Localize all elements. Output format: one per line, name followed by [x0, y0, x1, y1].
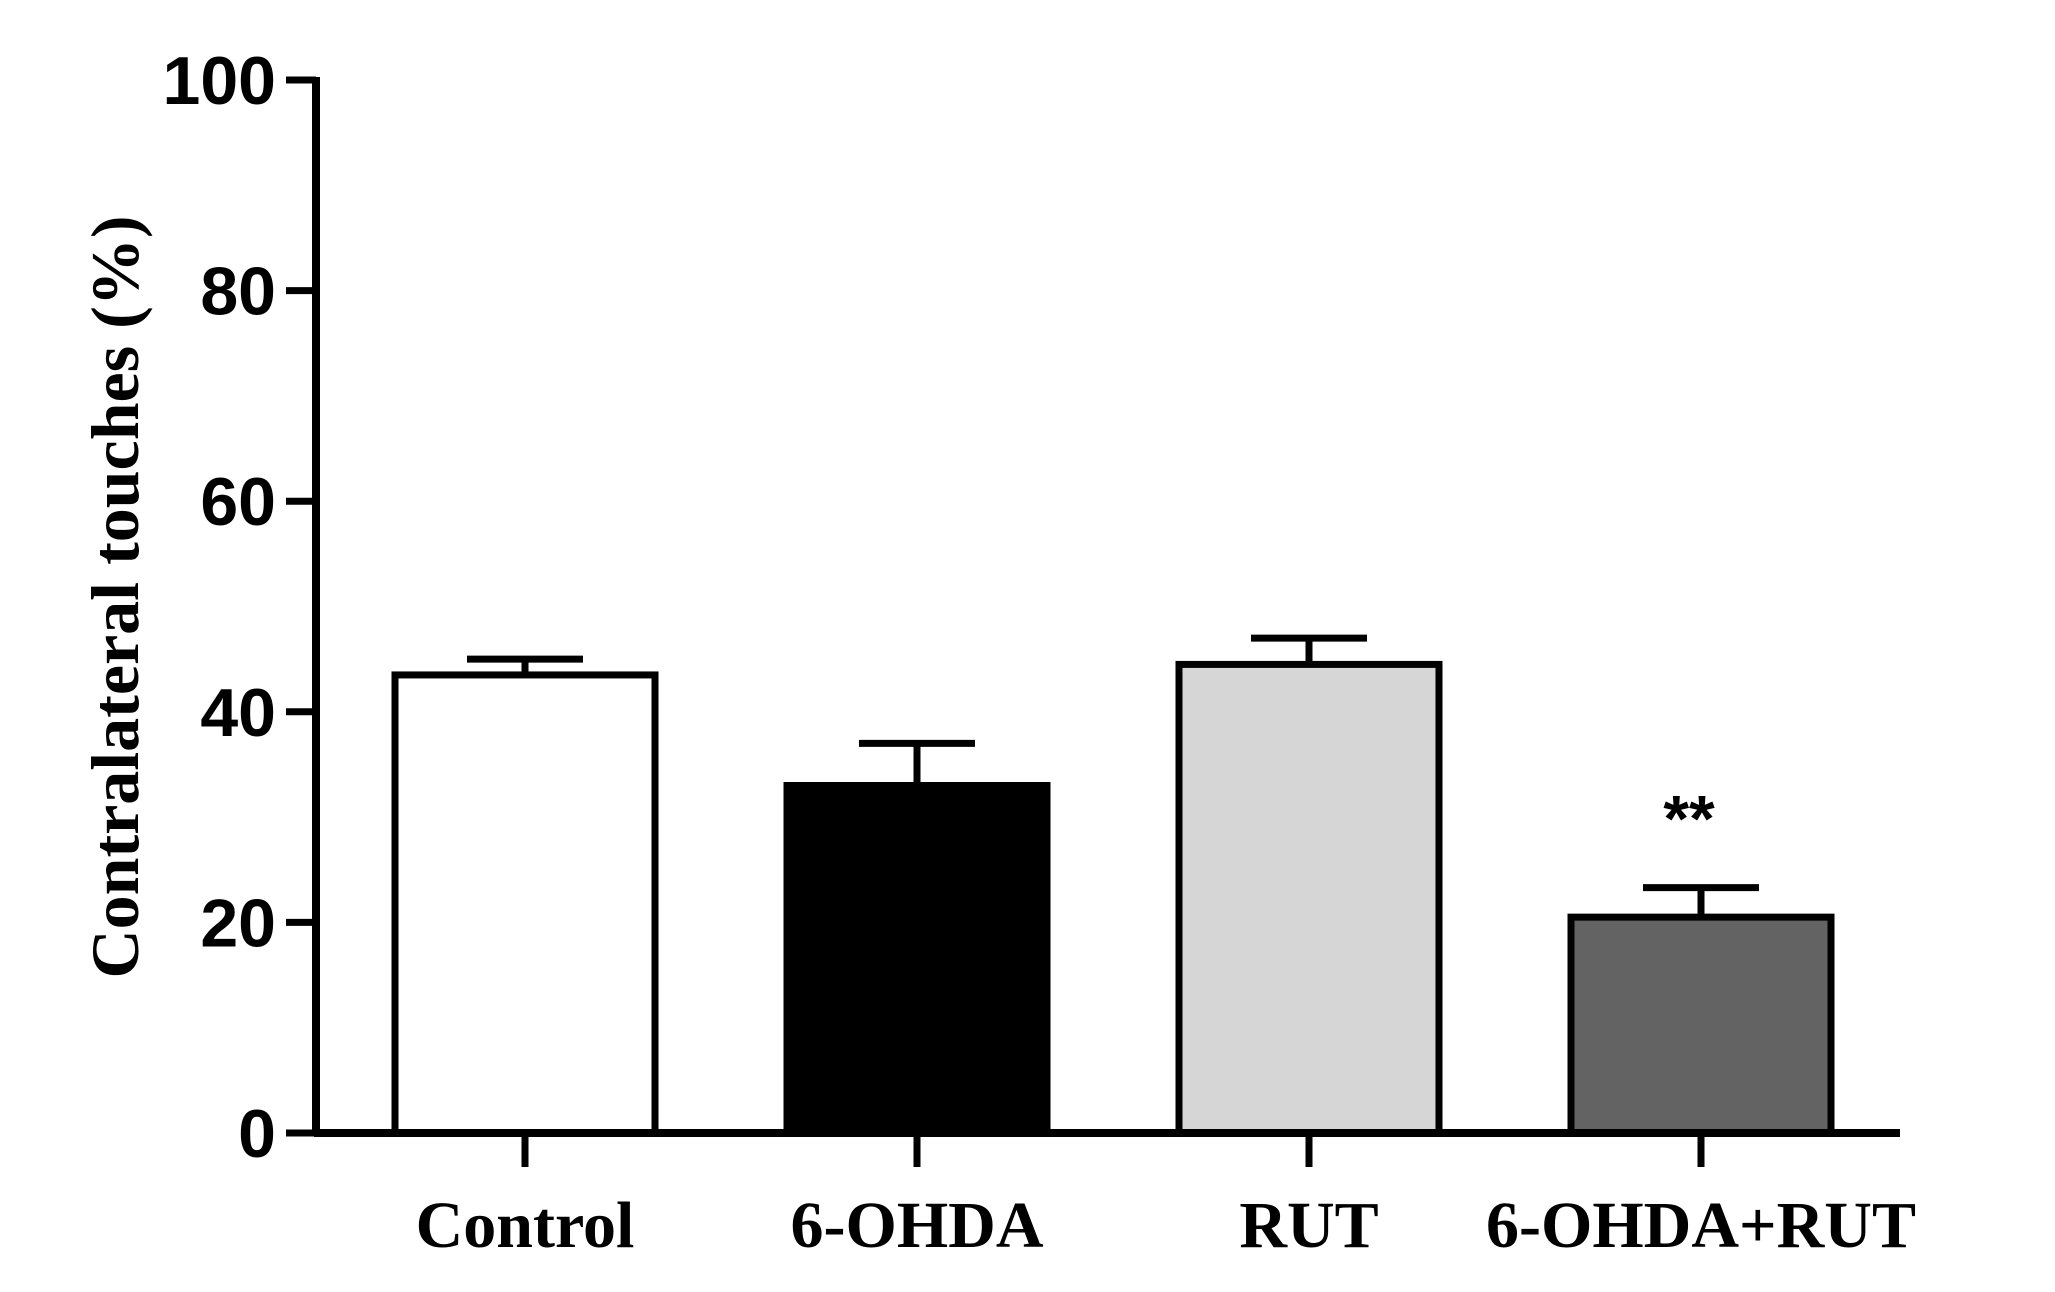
y-tick-label: 40 — [200, 675, 276, 751]
x-tick-label: 6-OHDA+RUT — [1486, 1189, 1916, 1262]
x-tick-label: RUT — [1239, 1189, 1378, 1262]
significance-annotation: ** — [1663, 782, 1715, 856]
bar — [783, 782, 1051, 1137]
x-tick-label: Control — [416, 1189, 635, 1262]
axes-group — [312, 77, 1900, 1137]
bars-group — [391, 660, 1835, 1137]
y-tick-label: 20 — [200, 885, 276, 961]
x-tick-label: 6-OHDA — [791, 1189, 1044, 1262]
annotations-group: ** — [1663, 782, 1715, 856]
bar — [391, 671, 659, 1137]
y-axis-label: Contralateral touches (%) — [77, 216, 153, 979]
x-labels-group: Control 6-OHDA RUT 6-OHDA+RUT — [416, 1133, 1916, 1262]
error-bars-group — [467, 634, 1759, 918]
bar — [1175, 660, 1443, 1137]
y-tick-label: 80 — [200, 254, 276, 330]
y-tick-label: 0 — [238, 1096, 276, 1172]
bar — [1567, 913, 1835, 1137]
y-tick-label: 100 — [163, 43, 276, 119]
y-tick-label: 60 — [200, 464, 276, 540]
y-ticks-group: 0 20 40 60 80 100 — [163, 43, 316, 1172]
